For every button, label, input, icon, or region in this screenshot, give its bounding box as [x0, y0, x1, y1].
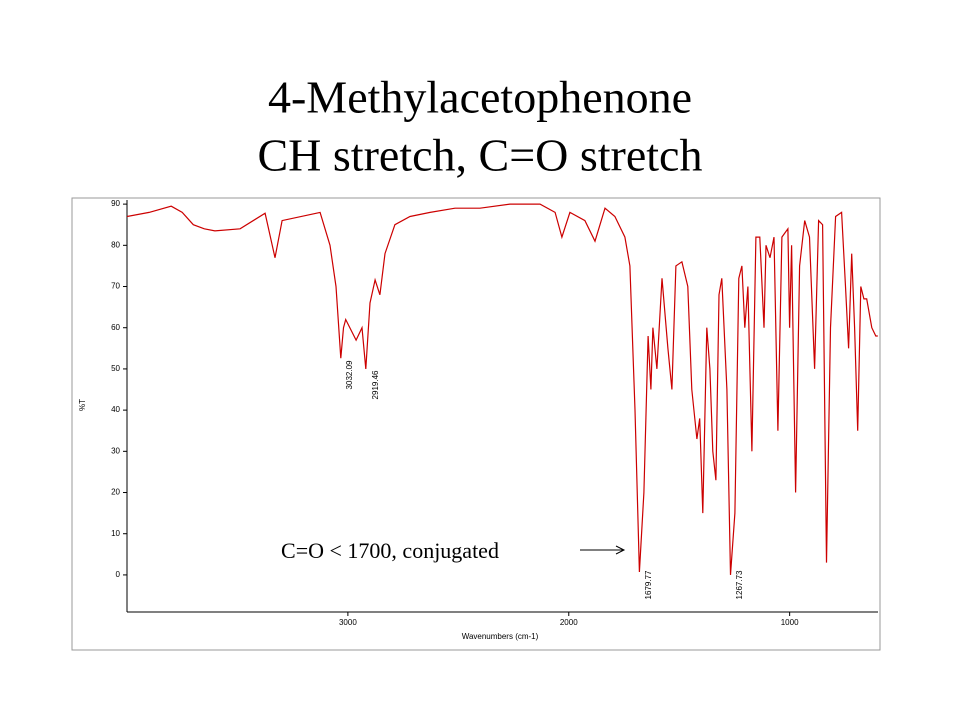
x-tick-label: 2000: [560, 618, 578, 627]
y-tick-label: 20: [111, 488, 120, 497]
y-tick-label: 0: [116, 570, 121, 579]
y-tick-label: 90: [111, 199, 120, 208]
y-tick-label: 10: [111, 529, 120, 538]
y-tick-label: 30: [111, 446, 120, 455]
peak-label: 3032.09: [345, 360, 354, 389]
chart-title: 4-Methylacetophenone: [268, 72, 692, 123]
y-axis-label: %T: [78, 399, 87, 411]
arrow-head: [615, 545, 626, 555]
x-axis-label: Wavenumbers (cm-1): [462, 632, 539, 641]
x-tick-label: 3000: [339, 618, 357, 627]
plot-frame: [71, 197, 881, 651]
chart-subtitle: CH stretch, C=O stretch: [258, 130, 703, 181]
y-tick-label: 50: [111, 364, 120, 373]
spectrum-line: [126, 203, 878, 575]
y-tick-label: 70: [111, 282, 120, 291]
x-tick-label: 1000: [781, 618, 799, 627]
y-tick-label: 80: [111, 240, 120, 249]
peak-label: 1267.73: [735, 570, 744, 599]
peak-label: 1679.77: [644, 570, 653, 599]
y-tick-label: 60: [111, 323, 120, 332]
y-tick-label: 40: [111, 405, 120, 414]
annotation: C=O < 1700, conjugated: [281, 538, 499, 563]
peak-label: 2919.46: [371, 370, 380, 399]
